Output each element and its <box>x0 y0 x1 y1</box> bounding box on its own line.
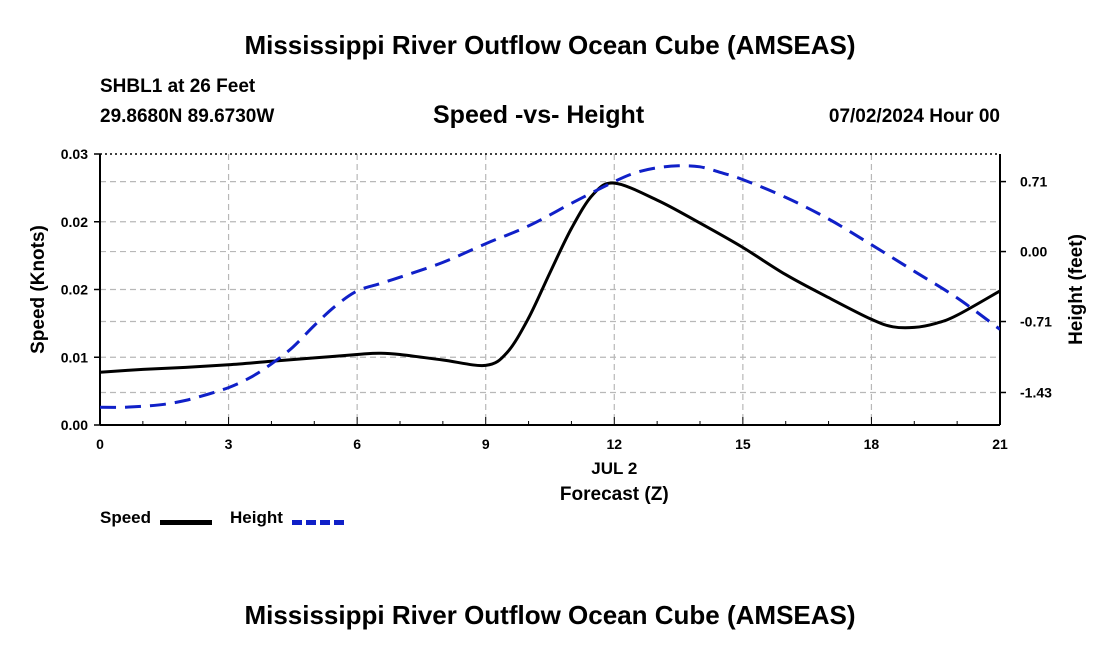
y-tick-label: 0.00 <box>61 417 88 433</box>
footer-title: Mississippi River Outflow Ocean Cube (AM… <box>244 600 856 630</box>
x-axis-date-label: JUL 2 <box>591 459 637 478</box>
x-tick-label: 0 <box>96 436 104 452</box>
legend-height-swatch <box>292 520 344 525</box>
y-axis-title: Speed (Knots) <box>28 225 49 354</box>
y-tick-label: 0.01 <box>61 349 88 365</box>
x-tick-label: 9 <box>482 436 490 452</box>
y-tick-label: 0.03 <box>61 146 88 162</box>
legend-speed-swatch <box>160 520 212 525</box>
y2-tick-label: -0.71 <box>1020 314 1052 330</box>
x-tick-label: 18 <box>864 436 880 452</box>
x-tick-label: 15 <box>735 436 751 452</box>
y2-axis-title: Height (feet) <box>1066 234 1087 345</box>
legend-height-label: Height <box>230 508 283 527</box>
coordinates-label: 29.8680N 89.6730W <box>100 106 275 127</box>
x-tick-label: 21 <box>992 436 1008 452</box>
y-tick-label: 0.02 <box>61 282 88 298</box>
y2-tick-label: -1.43 <box>1020 384 1052 400</box>
x-tick-label: 12 <box>606 436 622 452</box>
legend-speed-label: Speed <box>100 508 152 527</box>
y-tick-label: 0.02 <box>61 214 88 230</box>
series-line-height <box>100 164 1000 409</box>
station-label: SHBL1 at 26 Feet <box>100 76 256 97</box>
main-title: Mississippi River Outflow Ocean Cube (AM… <box>244 30 856 60</box>
chart-subtitle: Speed -vs- Height <box>433 101 645 129</box>
x-tick-label: 3 <box>225 436 233 452</box>
x-axis-title: Forecast (Z) <box>560 484 669 505</box>
series-line-speed <box>100 181 1000 374</box>
forecast-date: 07/02/2024 Hour 00 <box>828 106 1000 127</box>
y2-tick-label: 0.71 <box>1020 174 1047 190</box>
y2-tick-label: 0.00 <box>1020 244 1047 260</box>
x-tick-label: 6 <box>353 436 361 452</box>
